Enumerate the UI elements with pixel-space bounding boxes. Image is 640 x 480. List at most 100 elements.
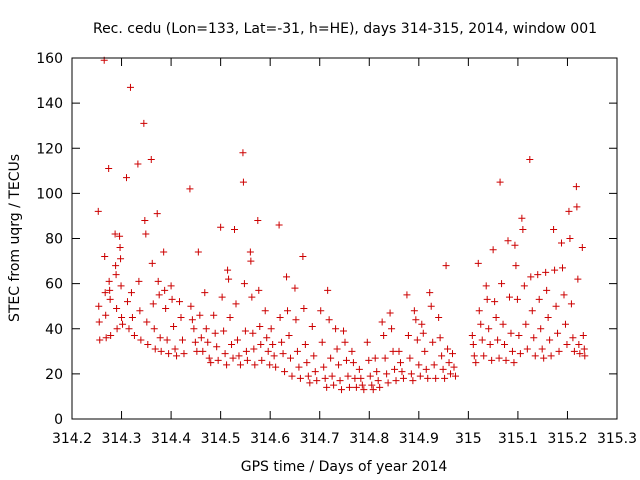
data-point	[318, 338, 326, 346]
data-point	[255, 286, 263, 294]
data-point	[501, 341, 509, 349]
data-point	[233, 336, 241, 344]
data-point	[228, 341, 236, 349]
y-tick-label: 0	[54, 412, 63, 428]
data-point	[449, 350, 457, 358]
data-point	[575, 341, 583, 349]
data-point	[407, 370, 415, 378]
data-point	[116, 244, 124, 252]
data-point	[111, 230, 119, 238]
x-tick-label: 314.8	[349, 431, 389, 447]
data-point	[240, 280, 248, 288]
data-point	[288, 372, 296, 380]
data-point	[207, 359, 215, 367]
data-point	[217, 223, 225, 231]
data-point	[396, 359, 404, 367]
data-point	[144, 341, 152, 349]
data-point	[535, 295, 543, 303]
data-point	[176, 298, 184, 306]
data-point	[336, 377, 344, 385]
data-point	[102, 334, 110, 342]
data-point	[155, 291, 163, 299]
data-point	[283, 273, 291, 281]
data-point	[469, 341, 477, 349]
data-point	[374, 377, 382, 385]
data-point	[311, 368, 319, 376]
data-point	[552, 302, 560, 310]
data-point	[186, 185, 194, 193]
data-point	[491, 298, 499, 306]
data-point	[147, 156, 155, 164]
data-point	[323, 383, 331, 391]
data-point	[330, 381, 338, 389]
data-point	[272, 363, 280, 371]
data-point	[256, 322, 264, 330]
data-point	[106, 295, 114, 303]
data-point	[344, 372, 352, 380]
data-point	[325, 316, 333, 324]
data-point	[483, 295, 491, 303]
data-point	[162, 304, 170, 312]
data-point	[386, 309, 394, 317]
data-point	[576, 350, 584, 358]
data-point	[220, 327, 228, 335]
data-point	[134, 160, 142, 168]
data-point	[352, 383, 360, 391]
data-point	[231, 225, 239, 233]
data-point	[153, 210, 161, 218]
data-point	[210, 311, 218, 319]
data-point	[141, 216, 149, 224]
data-point	[530, 334, 538, 342]
data-point	[112, 271, 120, 279]
data-point	[332, 325, 340, 333]
data-point	[398, 368, 406, 376]
data-point	[528, 307, 536, 315]
x-tick-label: 314.2	[52, 431, 92, 447]
data-point	[345, 383, 353, 391]
data-point	[261, 307, 269, 315]
data-point	[488, 356, 496, 364]
data-point	[360, 386, 368, 394]
x-tick-label: 315.1	[498, 431, 538, 447]
data-point	[248, 293, 256, 301]
data-point	[341, 338, 349, 346]
data-point	[510, 359, 518, 367]
data-point	[421, 347, 429, 355]
data-point	[426, 289, 434, 297]
data-point	[342, 356, 350, 364]
data-point	[380, 332, 388, 340]
data-point	[399, 374, 407, 382]
data-point	[205, 354, 213, 362]
data-point	[163, 336, 171, 344]
data-point	[266, 361, 274, 369]
y-tick-label: 100	[36, 186, 63, 202]
data-point	[213, 343, 221, 351]
data-point	[388, 325, 396, 333]
data-point	[214, 356, 222, 364]
data-point	[194, 248, 202, 256]
chart-title: Rec. cedu (Lon=133, Lat=-31, h=HE), days…	[93, 21, 597, 37]
data-point	[251, 361, 259, 369]
data-point	[226, 313, 234, 321]
data-point	[507, 329, 515, 337]
data-point	[150, 325, 158, 333]
data-point	[154, 277, 162, 285]
data-point	[381, 354, 389, 362]
data-point	[95, 318, 103, 326]
data-point	[105, 165, 113, 173]
data-point	[563, 341, 571, 349]
data-point	[447, 370, 455, 378]
data-point	[409, 377, 417, 385]
data-point	[178, 336, 186, 344]
data-point	[338, 386, 346, 394]
data-point	[518, 214, 526, 222]
data-point	[439, 365, 447, 373]
data-point	[395, 347, 403, 355]
data-point	[523, 345, 531, 353]
data-point	[196, 311, 204, 319]
data-point	[415, 361, 423, 369]
data-point	[578, 244, 586, 252]
data-point	[373, 368, 381, 376]
data-point	[429, 338, 437, 346]
